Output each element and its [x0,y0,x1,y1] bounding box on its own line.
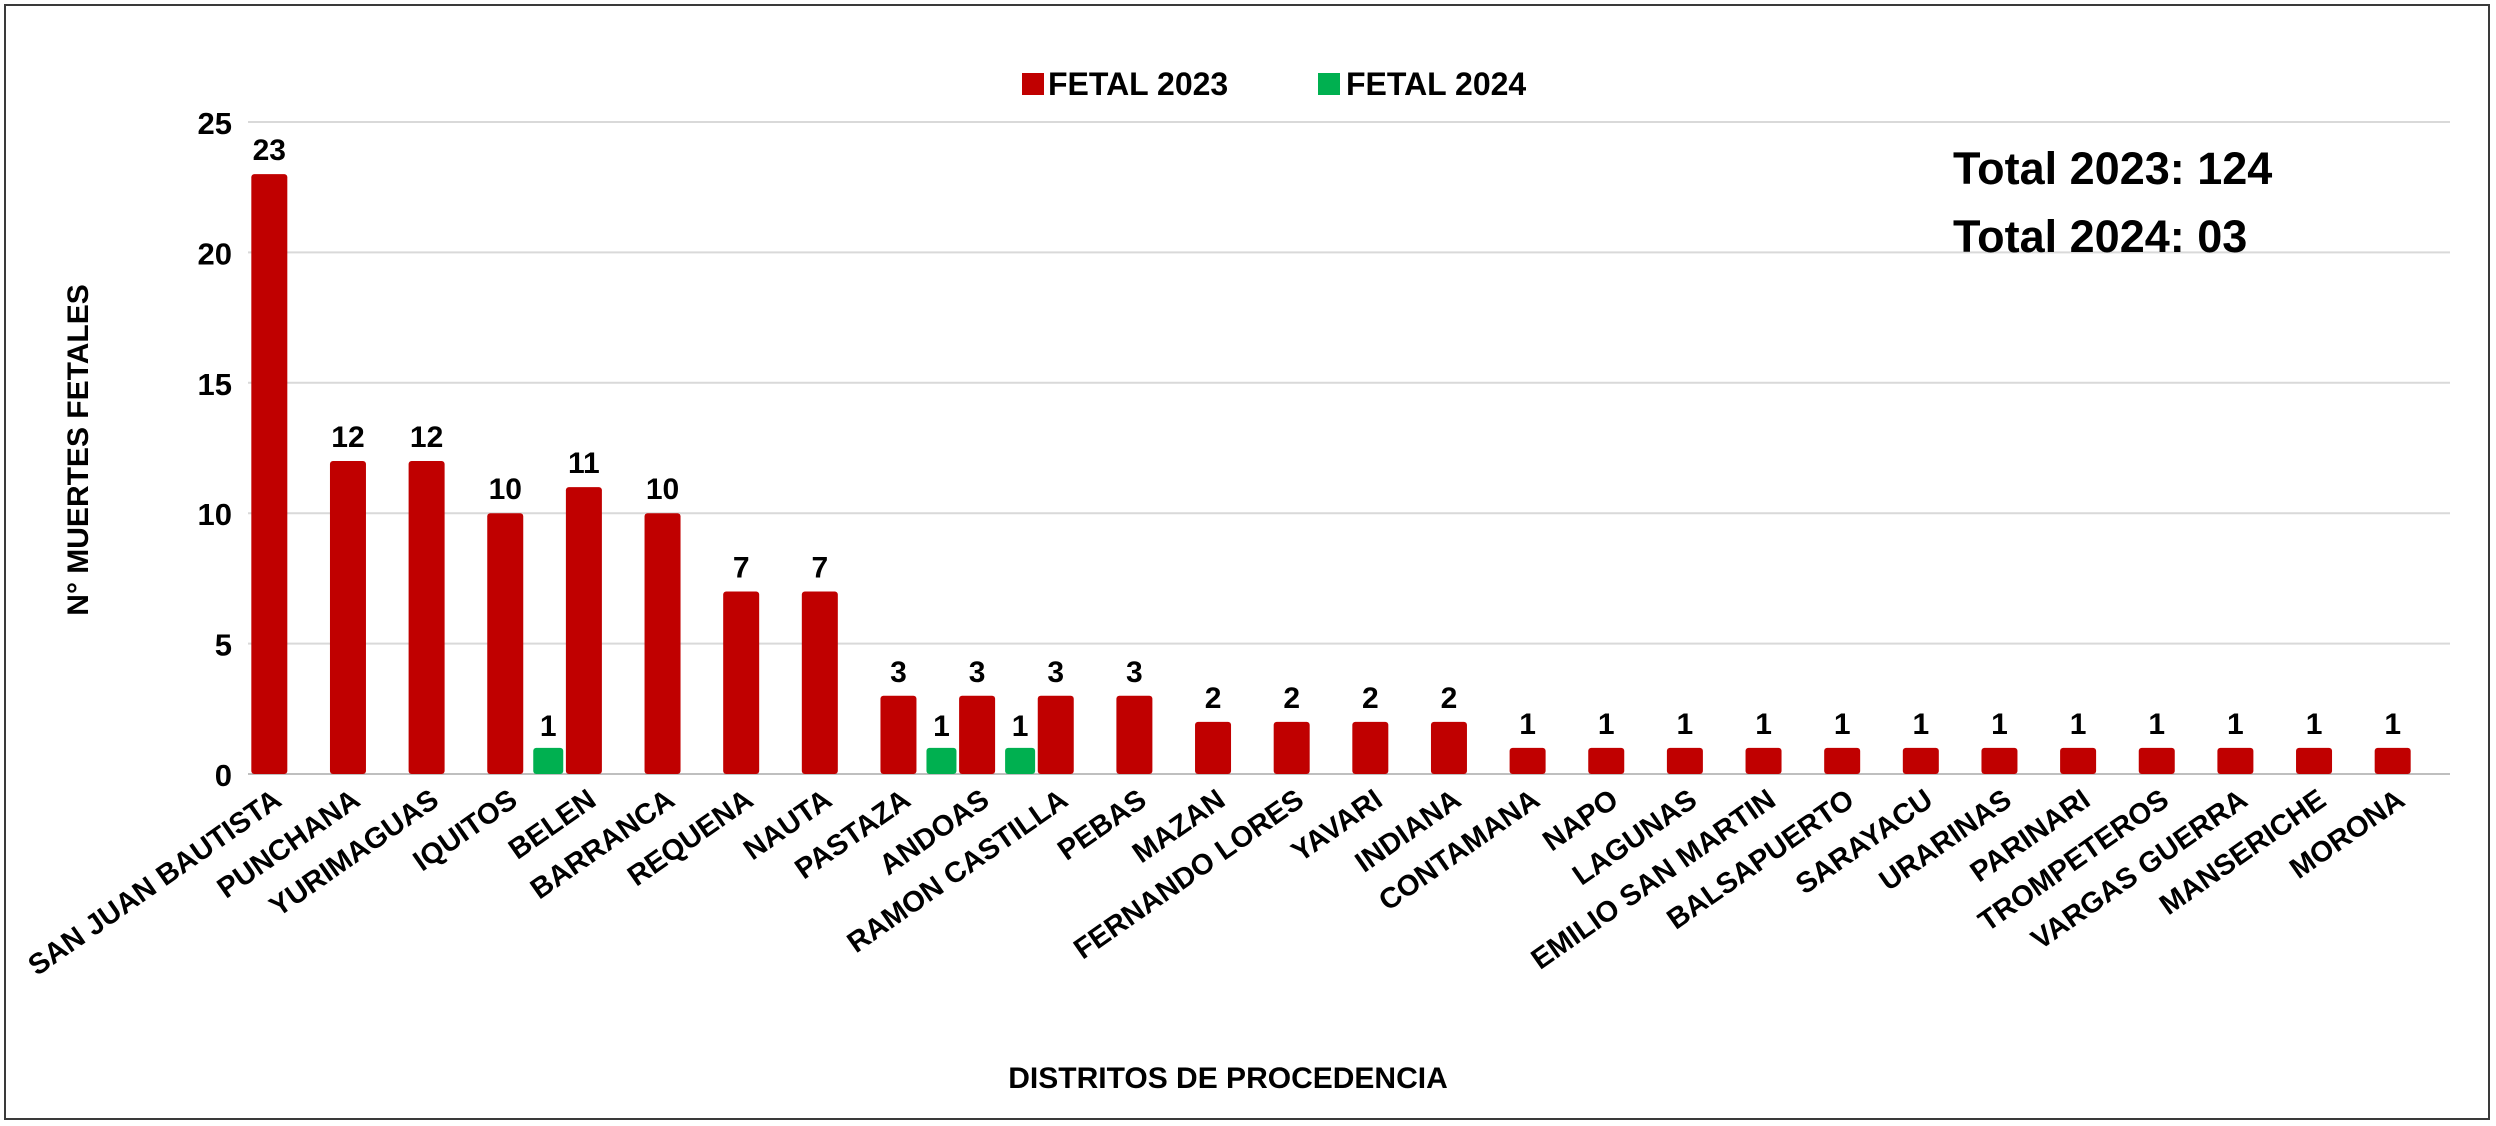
bar-fetal-2023 [251,174,288,774]
data-label-2023: 3 [969,656,986,689]
bar-fetal-2023 [959,695,996,774]
y-tick-label: 25 [198,106,232,141]
data-label-2023: 12 [410,421,443,454]
bar-fetal-2023 [1745,747,1782,774]
data-label-2023: 7 [733,551,750,584]
y-tick-label: 15 [198,367,232,402]
y-axis-title: N° MUERTES FETALES [62,284,95,615]
data-label-2023: 1 [1912,708,1929,741]
y-tick-label: 10 [198,497,232,532]
bar-fetal-2023 [2296,747,2333,774]
totals-box: Total 2023: 124 Total 2024: 03 [1953,135,2272,271]
bar-fetal-2024 [533,747,564,774]
data-label-2023: 3 [1126,656,1143,689]
bar-fetal-2023 [2217,747,2254,774]
legend-label-2024: FETAL 2024 [1346,66,1526,102]
data-label-2023: 1 [1991,708,2008,741]
x-axis-title: DISTRITOS DE PROCEDENCIA [1008,1062,1448,1095]
data-label-2023: 3 [1047,656,1064,689]
data-label-2024: 1 [1012,710,1029,743]
data-label-2023: 12 [331,421,364,454]
data-label-2023: 23 [253,134,286,167]
bar-fetal-2023 [1195,721,1232,774]
data-label-2023: 1 [1834,708,1851,741]
total-2024: Total 2024: 03 [1953,211,2248,262]
bar-fetal-2023 [565,487,602,774]
bar-fetal-2024 [926,747,957,774]
data-label-2023: 10 [646,473,679,506]
legend-swatch-2023 [1022,73,1044,95]
bar-fetal-2023 [1352,721,1389,774]
chart-frame [4,4,2490,1120]
bar-fetal-2023 [1509,747,1546,774]
bar-fetal-2023 [1430,721,1467,774]
legend-label-2023: FETAL 2023 [1048,66,1228,102]
bar-fetal-2023 [1824,747,1861,774]
data-label-2023: 1 [1598,708,1615,741]
data-label-2023: 10 [489,473,522,506]
bar-fetal-2023 [1981,747,2018,774]
data-label-2023: 1 [2148,708,2165,741]
y-tick-label: 20 [198,236,232,271]
total-2023: Total 2023: 124 [1953,143,2273,194]
bar-fetal-2023 [1273,721,1310,774]
legend-swatch-2024 [1318,73,1340,95]
data-label-2024: 1 [933,710,950,743]
bar-fetal-2023 [880,695,917,774]
bar-fetal-2023 [487,513,524,774]
bar-fetal-2023 [1588,747,1625,774]
data-label-2023: 1 [2384,708,2401,741]
y-tick-label: 5 [215,628,232,663]
bar-fetal-2023 [1116,695,1153,774]
data-label-2023: 1 [2306,708,2323,741]
bar-fetal-2023 [1902,747,1939,774]
data-label-2023: 1 [1519,708,1536,741]
bar-fetal-2023 [723,591,760,774]
data-label-2023: 2 [1283,682,1300,715]
data-label-2023: 3 [890,656,907,689]
bar-fetal-2023 [1037,695,1074,774]
data-label-2023: 2 [1441,682,1458,715]
data-label-2023: 7 [811,551,828,584]
bar-fetal-2023 [644,513,681,774]
data-label-2023: 2 [1362,682,1379,715]
data-label-2023: 1 [2070,708,2087,741]
bar-fetal-2024 [1005,747,1036,774]
bar-fetal-2023 [801,591,838,774]
data-label-2024: 1 [540,710,557,743]
bar-fetal-2023 [2374,747,2411,774]
data-label-2023: 1 [2227,708,2244,741]
data-label-2023: 1 [1677,708,1694,741]
data-label-2023: 1 [1755,708,1772,741]
y-tick-label: 0 [215,758,232,793]
bar-fetal-2023 [329,461,366,774]
bar-fetal-2023 [408,461,445,774]
bar-fetal-2023 [2060,747,2097,774]
data-label-2023: 2 [1205,682,1222,715]
data-label-2023: 11 [568,447,600,480]
bar-fetal-2023 [2138,747,2175,774]
bar-fetal-2023 [1666,747,1703,774]
